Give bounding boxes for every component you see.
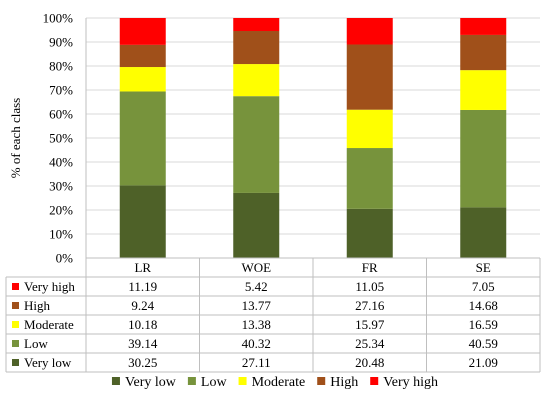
bar-segment	[119, 185, 166, 258]
y-axis-label: % of each class	[8, 98, 23, 179]
data-label: 39.14	[128, 336, 158, 351]
bar-segment	[460, 70, 507, 110]
bar-segment	[346, 18, 393, 45]
data-label: 7.05	[472, 279, 495, 294]
data-label: 27.16	[355, 298, 385, 313]
data-label: 13.77	[242, 298, 272, 313]
legend-swatch	[370, 377, 379, 385]
bar-segment	[233, 192, 280, 258]
data-label: 11.05	[355, 279, 384, 294]
data-label: 27.11	[242, 355, 271, 370]
table-row-label: Moderate	[24, 317, 74, 332]
data-label: 40.59	[469, 336, 498, 351]
bar-segment	[346, 109, 393, 149]
bar-segment	[460, 207, 507, 258]
y-tick-label: 40%	[49, 155, 73, 170]
data-table: LR WOE FR SE Very high 11.19 5.42 11.05 7.05 High…	[5, 257, 541, 373]
table-row-label: Low	[24, 336, 48, 351]
legend-label: Low	[201, 375, 228, 390]
y-tick-label: 30%	[49, 179, 73, 194]
table-row-label: Very low	[24, 355, 72, 370]
bar-segment	[233, 31, 280, 65]
y-tick-label: 60%	[49, 107, 73, 122]
data-label: 40.32	[242, 336, 271, 351]
legend-label: Moderate	[252, 375, 306, 390]
category-label: WOE	[241, 260, 271, 275]
y-tick-label: 20%	[49, 203, 73, 218]
y-tick-label: 10%	[49, 227, 73, 242]
bar-segment	[460, 34, 507, 71]
bar-segment	[346, 208, 393, 258]
bar-segment	[346, 44, 393, 110]
table-row-label: High	[24, 298, 51, 313]
bar-segment	[119, 44, 166, 68]
category-label: LR	[134, 260, 151, 275]
y-tick-label: 50%	[49, 131, 73, 146]
y-tick-label: 100%	[43, 11, 74, 26]
bar-segment	[233, 64, 280, 97]
data-label: 21.09	[469, 355, 498, 370]
legend-label: Very high	[383, 375, 438, 390]
bar-segment	[460, 109, 507, 208]
bar-segment	[346, 148, 393, 209]
legend-swatch	[238, 377, 247, 385]
data-label: 5.42	[245, 279, 268, 294]
data-label: 30.25	[128, 355, 157, 370]
table-legend-key	[12, 359, 19, 366]
bar-segment	[460, 18, 507, 35]
legend: Very low Low Moderate High Very high	[111, 375, 438, 390]
category-label: FR	[362, 260, 378, 275]
bar-segment	[233, 96, 280, 193]
table-legend-key	[12, 321, 19, 328]
y-tick-label: 80%	[49, 59, 73, 74]
bar-segment	[233, 18, 280, 32]
data-label: 16.59	[469, 317, 498, 332]
data-label: 15.97	[355, 317, 385, 332]
table-legend-key	[12, 302, 19, 309]
bar-segment	[119, 67, 166, 92]
data-label: 13.38	[242, 317, 271, 332]
legend-label: High	[330, 375, 358, 390]
data-label: 10.18	[128, 317, 157, 332]
data-label: 25.34	[355, 336, 385, 351]
table-legend-key	[12, 283, 19, 290]
data-label: 14.68	[469, 298, 498, 313]
y-axis: 0% 10% 20% 30% 40% 50% 60% 70% 80% 90% 100%	[43, 11, 87, 266]
category-label: SE	[476, 260, 491, 275]
y-tick-label: 70%	[49, 83, 73, 98]
table-row-label: Very high	[24, 279, 75, 294]
legend-swatch	[111, 377, 120, 385]
y-tick-label: 90%	[49, 35, 73, 50]
bar-segment	[119, 18, 166, 45]
data-label: 9.24	[131, 298, 154, 313]
y-tick-label: 0%	[56, 251, 74, 266]
bars	[119, 18, 507, 258]
legend-swatch	[187, 377, 196, 385]
data-label: 20.48	[355, 355, 384, 370]
legend-swatch	[317, 377, 326, 385]
bar-segment	[119, 91, 166, 186]
table-legend-key	[12, 340, 19, 347]
legend-label: Very low	[125, 375, 177, 390]
data-label: 11.19	[128, 279, 157, 294]
